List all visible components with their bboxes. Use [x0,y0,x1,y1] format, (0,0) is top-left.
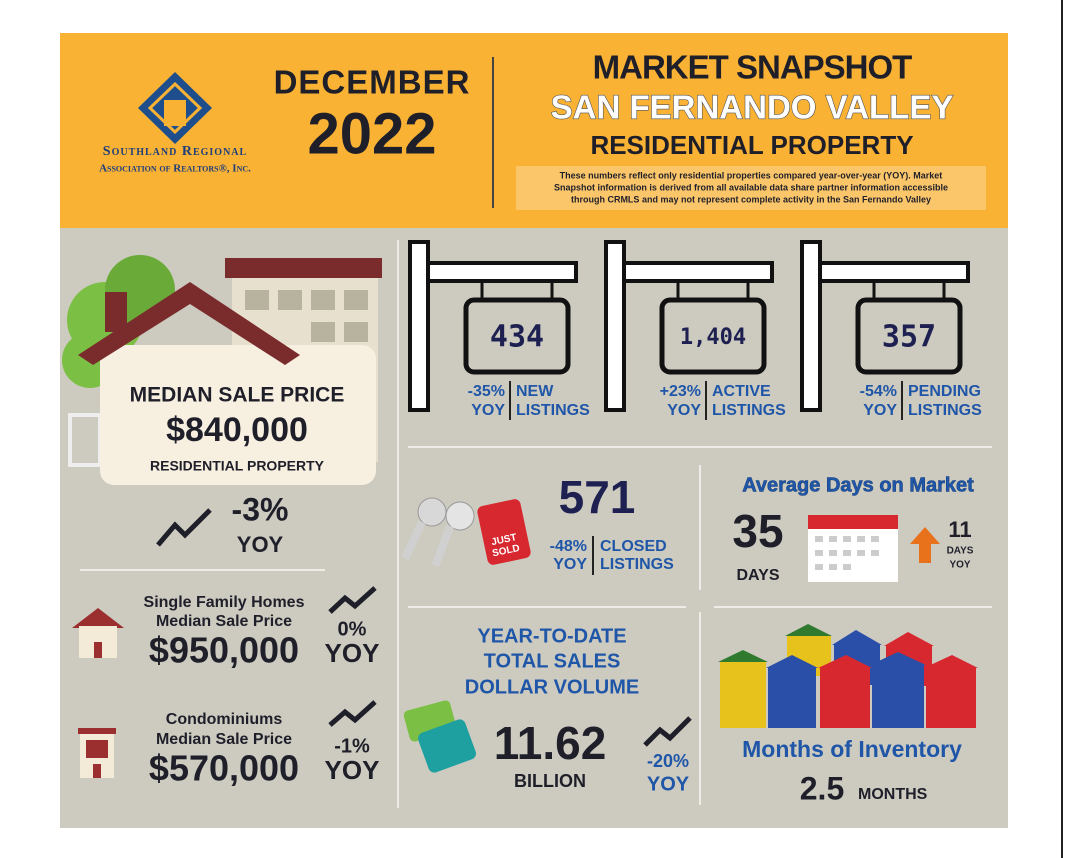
region: SAN FERNANDO VALLEY [551,89,954,126]
listing-change: -54% [860,383,897,400]
days-value: 35 [732,505,783,557]
up-arrow [910,527,940,563]
sf-line1: Single Family Homes [144,594,305,611]
days-change-unit: DAYS [947,546,974,557]
median-change: -3% [232,491,289,527]
listing-value: 434 [490,320,544,355]
closed-change: -48% [550,538,587,555]
sign-arm [622,261,774,283]
trend-arrow [156,508,212,547]
median-sub: RESIDENTIAL PROPERTY [150,458,325,474]
days-unit: DAYS [737,567,780,584]
sign-board [855,297,963,375]
median-value: $840,000 [166,411,308,449]
listing-change: +23% [660,383,701,400]
listing-label: NEW [516,383,554,400]
listing-label: LISTINGS [908,402,982,419]
sf-change: 0% [338,618,367,640]
ytd-unit: BILLION [514,771,586,791]
note-line: Snapshot information is derived from all… [554,182,948,192]
listing-label: LISTINGS [712,402,786,419]
sf-yoy: YOY [325,638,380,668]
logo-line1: Southland Regional [103,144,247,159]
listing-yoy: YOY [471,402,505,419]
closed-yoy: YOY [553,556,587,573]
title: MARKET SNAPSHOT [593,49,913,86]
median-label: MEDIAN SALE PRICE [130,384,345,407]
tag-text: JUST [490,532,517,548]
month: DECEMBER [274,64,471,101]
logo-line2: Association of Realtors®, Inc. [99,163,251,175]
ytd-change: -20% [647,751,689,771]
listing-change: -35% [468,383,505,400]
sf-value: $950,000 [149,630,299,671]
ytd-line: YEAR-TO-DATE [477,625,626,647]
listing-value: 357 [882,320,936,355]
listing-yoy: YOY [863,402,897,419]
logo [138,72,212,144]
trend-arrow [328,586,377,614]
sign-post [800,240,822,412]
trend-arrow [328,700,377,727]
median-house-icon [62,255,382,485]
condo-line1: Condominiums [166,711,283,728]
listing-label: LISTINGS [516,402,590,419]
house-icon [72,608,124,658]
ytd-yoy: YOY [647,773,690,795]
condo-value: $570,000 [149,748,299,789]
listing-value: 1,404 [680,325,746,350]
listing-label: ACTIVE [712,383,771,400]
condo-yoy: YOY [325,755,380,785]
money-tags-icon [403,700,476,773]
subtitle: RESIDENTIAL PROPERTY [590,130,913,160]
sign-post [604,240,626,412]
note-line: These numbers reflect only residential p… [560,170,943,180]
ytd-line: DOLLAR VOLUME [465,676,639,698]
condo-icon [78,728,116,778]
closed-label: LISTINGS [600,556,674,573]
condo-change: -1% [334,735,370,757]
sign-board [659,297,767,375]
days-title: Average Days on Market [742,474,974,496]
dividers [80,240,992,808]
listing-yoy: YOY [667,402,701,419]
calendar-icon [808,515,898,582]
sign-arm [818,261,970,283]
sign-post [408,240,430,412]
ytd-value: 11.62 [494,717,607,769]
condo-line2: Median Sale Price [156,731,292,748]
sign-arm [426,261,578,283]
sf-line2: Median Sale Price [156,613,292,630]
ytd-line: TOTAL SALES [484,650,621,672]
closed-label: CLOSED [600,538,667,555]
closed-value: 571 [559,471,636,523]
inventory-title: Months of Inventory [742,736,962,762]
median-yoy: YOY [237,532,284,557]
days-change: 11 [948,517,971,542]
note-box [516,166,986,210]
keys-icon [401,497,531,567]
houses-icon [718,624,978,728]
inventory-unit: MONTHS [858,786,928,803]
days-yoy: YOY [949,560,970,571]
year: 2022 [307,101,436,166]
sign-board [463,297,571,375]
listing-label: PENDING [908,383,981,400]
trend-arrow [643,716,692,747]
inventory-value: 2.5 [800,770,844,806]
note-line: through CRMLS and may not represent comp… [571,194,931,204]
